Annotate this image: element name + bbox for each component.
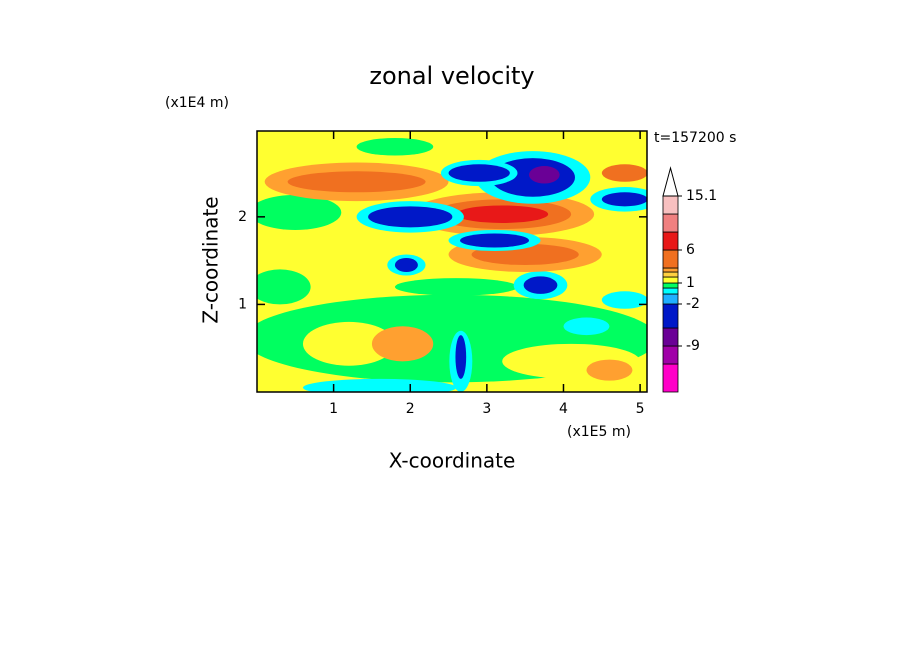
field-region	[394, 257, 418, 273]
x-tick-label: 4	[559, 401, 568, 417]
field-region	[394, 278, 518, 296]
colorbar-band	[662, 327, 679, 347]
field-region	[356, 138, 434, 156]
plot-frame	[256, 130, 648, 393]
contour-field	[257, 131, 647, 392]
x-tick-label: 2	[406, 401, 415, 417]
x-unit: (x1E5 m)	[567, 424, 631, 440]
colorbar-band	[662, 345, 679, 365]
y-tick-label: 1	[238, 296, 247, 312]
field-region	[586, 359, 633, 381]
chart-title: zonal velocity	[369, 62, 534, 90]
colorbar-band	[662, 271, 679, 278]
field-region	[287, 171, 426, 193]
colorbar-band	[662, 249, 679, 269]
axes: 1 2 3 4 5 1 2	[238, 130, 648, 417]
colorbar-band	[662, 363, 679, 393]
colorbar-band	[662, 287, 679, 295]
colorbar-band	[662, 293, 679, 305]
field-region	[460, 233, 530, 248]
colorbar-label: 1	[686, 275, 695, 291]
field-region	[455, 335, 467, 379]
field-region	[448, 164, 510, 182]
colorbar-triangle	[662, 166, 679, 197]
y-axis-label: Z-coordinate	[199, 196, 223, 323]
colorbar: 15.1 6 1 -2 -9	[662, 166, 717, 393]
field-region	[523, 276, 558, 294]
colorbar-band	[662, 303, 679, 329]
colorbar-band	[662, 276, 679, 284]
colorbar-label: 15.1	[686, 188, 717, 204]
colorbar-band	[662, 231, 679, 251]
x-tick-label: 5	[636, 401, 645, 417]
field-region	[456, 205, 549, 223]
colorbar-label: -2	[686, 296, 700, 312]
colorbar-label: -9	[686, 338, 700, 354]
field-region	[368, 206, 453, 228]
y-unit: (x1E4 m)	[165, 95, 229, 111]
field-region	[601, 164, 647, 182]
field-region	[529, 166, 560, 184]
field-region	[257, 269, 311, 305]
field-region	[601, 291, 647, 309]
colorbar-band	[662, 282, 679, 289]
field-region	[302, 321, 395, 366]
y-tick-label: 2	[238, 209, 247, 225]
field-region	[371, 326, 434, 362]
colorbar-band	[662, 267, 679, 273]
x-tick-label: 3	[482, 401, 491, 417]
colorbar-label: 6	[686, 242, 695, 258]
field-region	[302, 378, 457, 392]
x-tick-label: 1	[329, 401, 338, 417]
field-region	[563, 317, 610, 336]
colorbar-band	[662, 213, 679, 233]
x-axis-label: X-coordinate	[389, 449, 516, 473]
time-label: t=157200 s	[654, 130, 736, 146]
colorbar-band	[662, 195, 679, 215]
field-region	[601, 192, 647, 207]
field-region	[257, 194, 342, 230]
